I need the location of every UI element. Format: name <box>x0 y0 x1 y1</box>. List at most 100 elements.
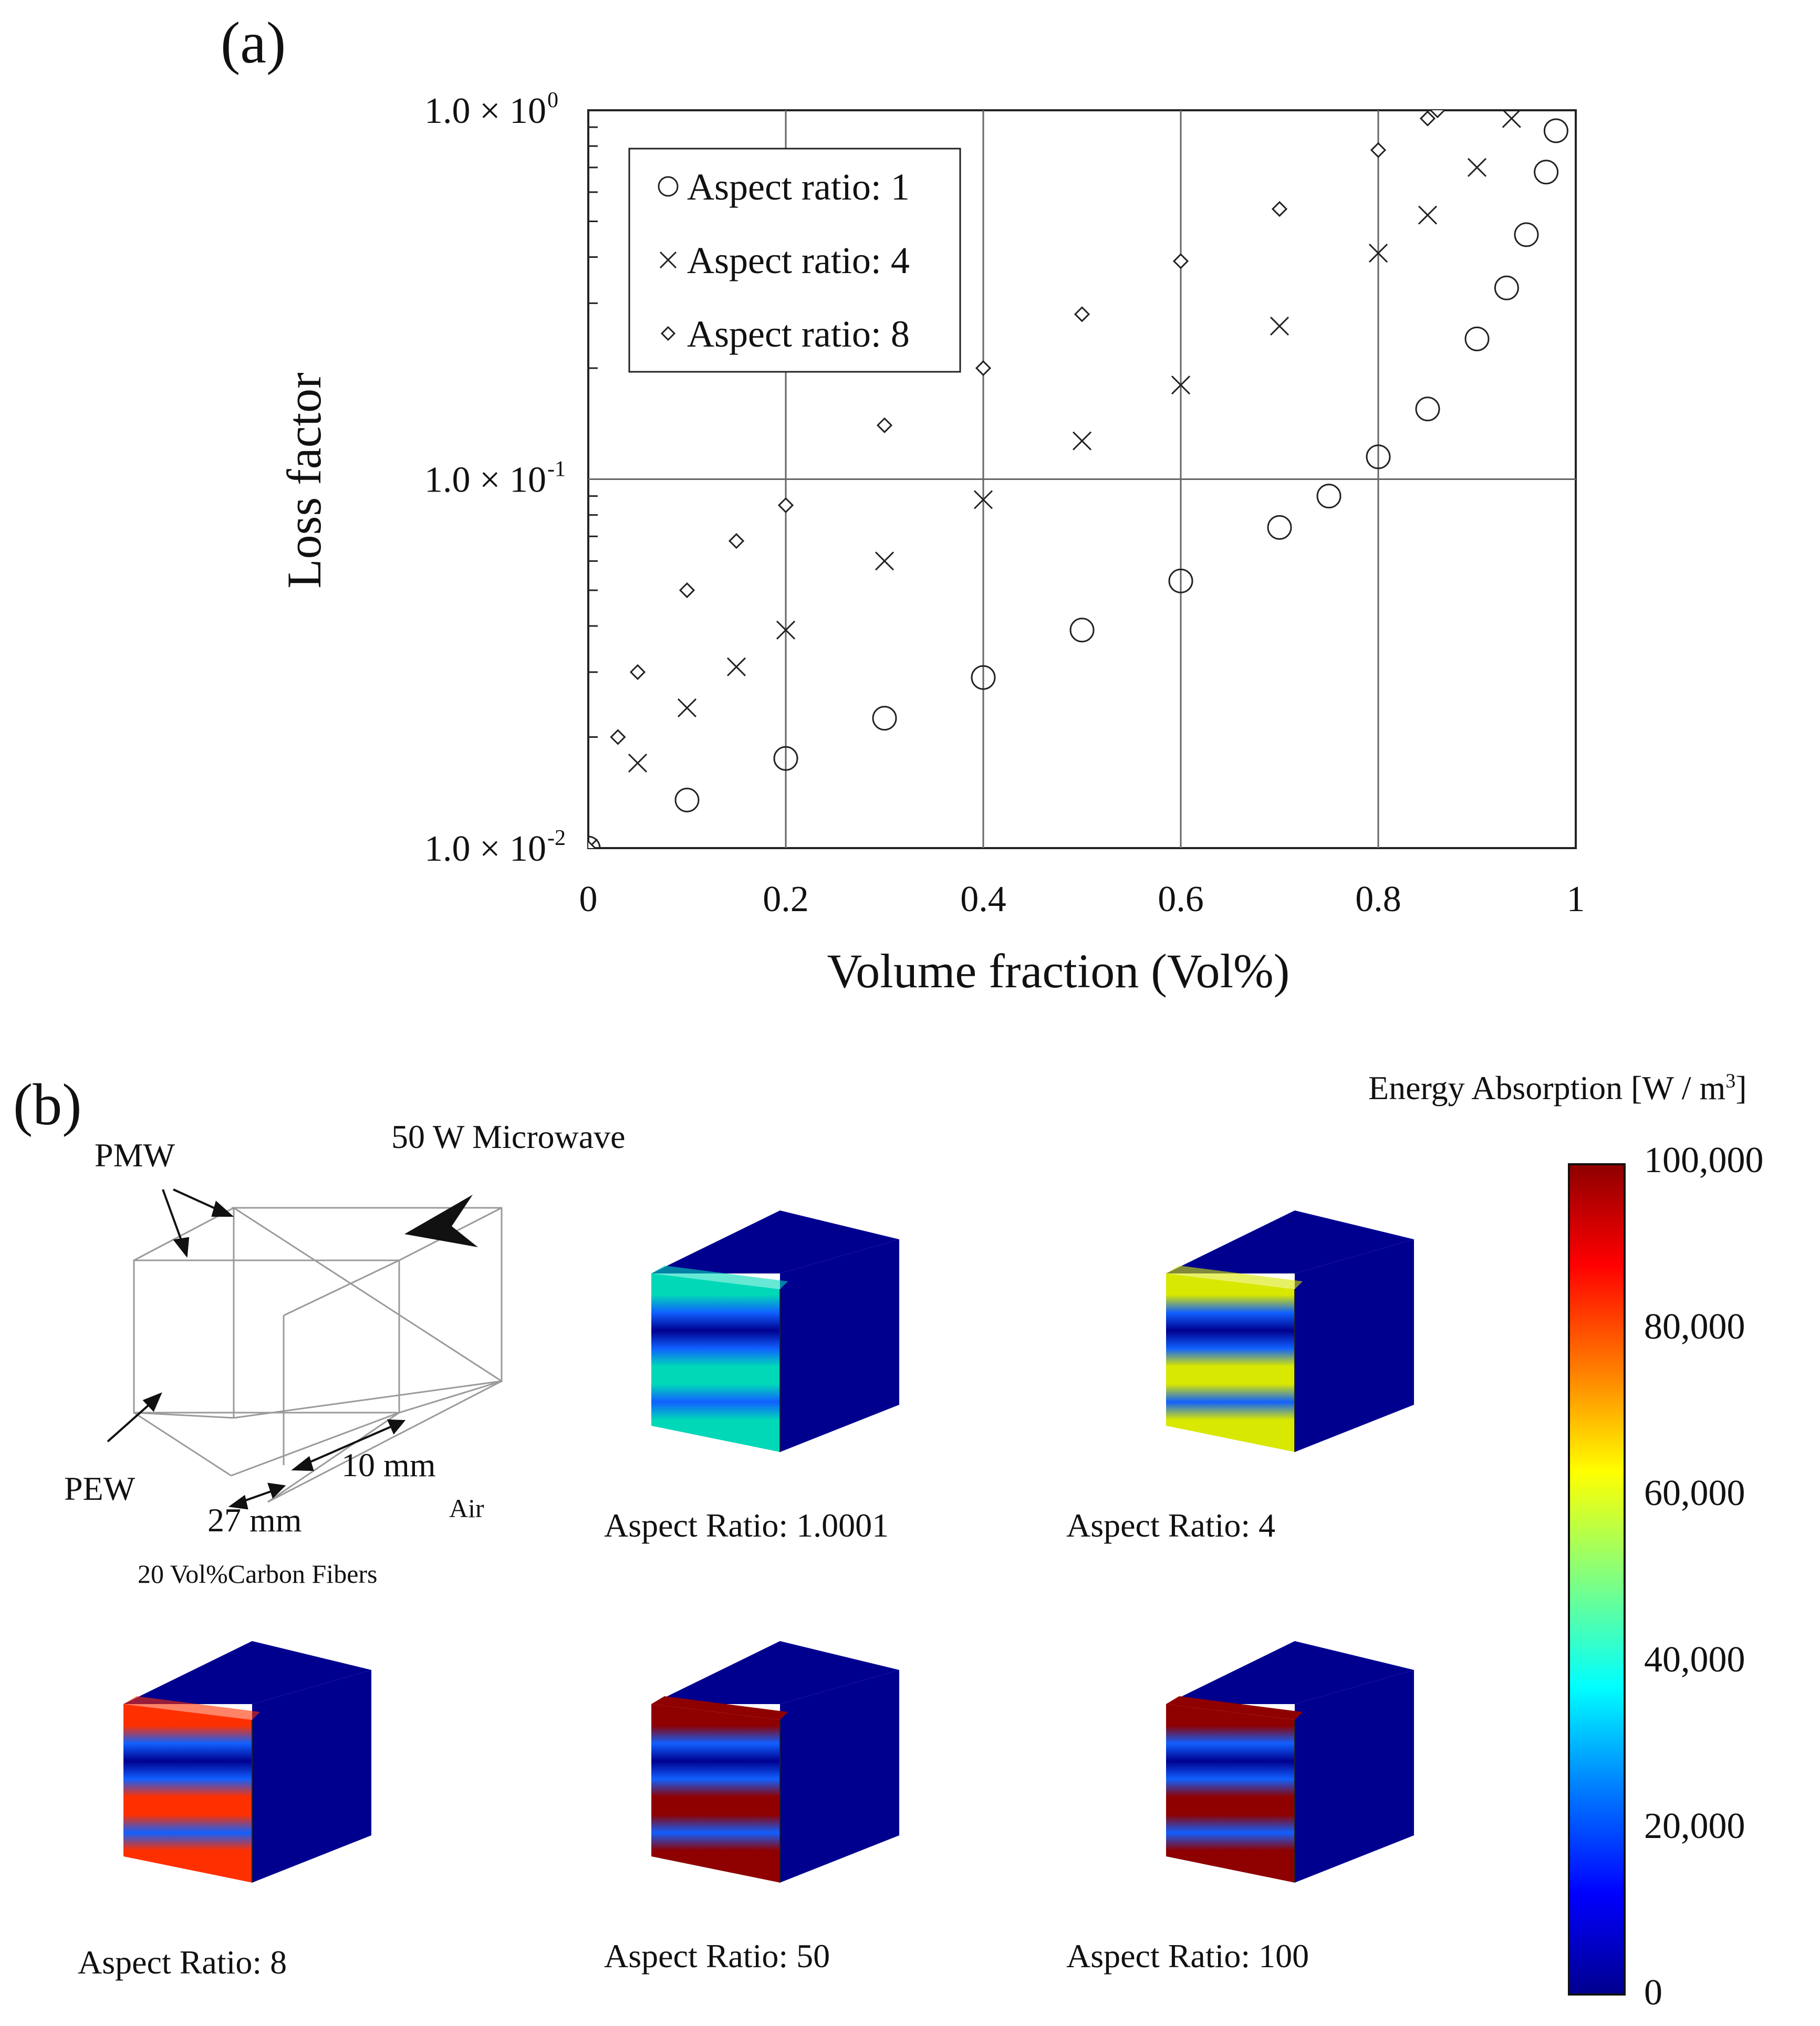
data-point-circle <box>1543 118 1568 143</box>
colorbar-tick-label: 60,000 <box>1644 1473 1745 1513</box>
data-point-diamond <box>679 582 695 599</box>
cube-front-face <box>651 1704 780 1883</box>
data-point-circle <box>1494 275 1519 300</box>
legend-item: Aspect ratio: 8 <box>660 313 910 355</box>
cube-front-face <box>123 1704 252 1883</box>
legend-marker-diamond <box>660 326 676 341</box>
colorbar-title: Energy Absorption [W / m3] <box>1368 1069 1747 1106</box>
wireframe-box <box>133 1207 503 1503</box>
x-tick-label: 1 <box>1567 879 1585 920</box>
data-point-diamond <box>1370 142 1387 158</box>
sim-label: Aspect Ratio: 4 <box>1066 1507 1276 1544</box>
legend-box <box>628 148 961 373</box>
legend-item: Aspect ratio: 4 <box>659 239 910 281</box>
data-point-cross <box>726 657 746 676</box>
x-tick-label: 0.2 <box>763 879 809 920</box>
microwave-label: 50 W Microwave <box>391 1118 626 1155</box>
data-point-diamond <box>1074 306 1090 322</box>
cube-front-face <box>1166 1704 1295 1883</box>
data-point-cross <box>677 698 697 717</box>
cube-front-face <box>651 1273 780 1452</box>
cube-top-stripe <box>651 1696 788 1720</box>
data-point-diamond <box>876 417 893 433</box>
data-point-circle <box>1267 515 1292 540</box>
legend-marker-cross <box>659 251 677 269</box>
legend-label: Aspect ratio: 8 <box>687 313 910 355</box>
data-point-cross <box>875 551 895 571</box>
data-point-diamond <box>629 664 646 680</box>
legend-label: Aspect ratio: 4 <box>687 239 910 281</box>
data-point-circle <box>1514 222 1539 247</box>
data-point-circle <box>1168 568 1193 593</box>
pew-label: PEW <box>64 1470 136 1507</box>
cube-top-stripe <box>1166 1266 1303 1289</box>
cube-front-face <box>1166 1273 1295 1452</box>
data-point-cross <box>588 838 598 848</box>
series-cross <box>588 110 1521 848</box>
sim-cube <box>123 1641 371 1883</box>
legend: Aspect ratio: 1 Aspect ratio: 4 Aspect rat… <box>628 148 961 373</box>
data-point-circle <box>773 746 798 771</box>
data-point-circle <box>1415 396 1440 422</box>
cube-top-face <box>123 1641 371 1704</box>
colorbar <box>1568 1163 1626 1996</box>
data-point-diamond <box>1429 110 1445 119</box>
y-axis-title: Loss factor <box>277 372 331 588</box>
sim-label: Aspect Ratio: 50 <box>604 1937 830 1975</box>
data-point-circle <box>1464 326 1490 351</box>
sim-label: Aspect Ratio: 1.0001 <box>604 1507 889 1544</box>
cube-top-face <box>1166 1210 1414 1273</box>
data-point-diamond <box>610 729 626 745</box>
data-point-circle <box>1534 160 1559 185</box>
cube-top-face <box>651 1641 899 1704</box>
x-tick-label: 0.8 <box>1355 879 1401 920</box>
data-point-cross <box>1270 316 1289 336</box>
series-diamond <box>588 110 1445 848</box>
y-tick-label: 1.0 × 10 <box>424 829 546 869</box>
air-label: Air <box>449 1494 484 1523</box>
data-point-cross <box>1418 205 1438 225</box>
cube-side-face <box>252 1670 371 1883</box>
loss-factor-chart: 0 0.2 0.4 0.6 0.8 1 1.0 × 10 -21.0 × 10 -11.0 ×… <box>277 88 1585 998</box>
colorbar-tick-label: 20,000 <box>1644 1806 1745 1846</box>
dimension-width: 27 mm <box>207 1501 302 1539</box>
x-tick-label: 0 <box>579 879 598 920</box>
data-point-circle <box>1366 444 1391 469</box>
data-point-diamond <box>1419 110 1436 127</box>
cube-side-face <box>1295 1239 1414 1452</box>
data-point-diamond <box>588 840 597 848</box>
data-point-cross <box>973 490 993 509</box>
data-point-cross <box>1072 431 1092 451</box>
colorbar-tick-label: 100,000 <box>1644 1140 1764 1181</box>
x-axis-title: Volume fraction (Vol%) <box>827 944 1290 998</box>
series-circle <box>588 118 1568 848</box>
sim-label: Aspect Ratio: 8 <box>78 1944 287 1981</box>
cube-top-stripe <box>651 1266 788 1289</box>
panel-b-label: (b) <box>13 1072 82 1137</box>
data-point-circle <box>674 787 700 812</box>
cube-side-face <box>1295 1670 1414 1883</box>
minor-ticks <box>588 126 598 738</box>
legend-label: Aspect ratio: 1 <box>687 166 910 208</box>
data-point-cross <box>628 754 648 773</box>
x-tick-label: 0.6 <box>1158 879 1204 920</box>
annotation-arrows <box>107 1188 406 1510</box>
data-point-cross <box>1368 243 1388 263</box>
sim-cube <box>651 1210 899 1452</box>
y-tick-exponent: -1 <box>547 457 566 482</box>
data-point-cross <box>1467 158 1487 177</box>
data-point-cross <box>1171 375 1191 395</box>
colorbar-tick-label: 80,000 <box>1644 1307 1745 1347</box>
data-point-diamond <box>1172 253 1189 269</box>
cube-top-face <box>1166 1641 1414 1704</box>
y-tick-label: 1.0 × 10 <box>424 91 546 131</box>
data-point-diamond <box>728 533 745 549</box>
legend-item: Aspect ratio: 1 <box>658 166 910 208</box>
cube-top-face <box>651 1210 899 1273</box>
cube-top-stripe <box>123 1696 260 1720</box>
pmw-label: PMW <box>95 1136 175 1174</box>
cube-side-face <box>780 1239 899 1452</box>
data-point-circle <box>1316 484 1341 509</box>
x-tick-label: 0.4 <box>960 879 1006 920</box>
cube-side-face <box>780 1670 899 1883</box>
